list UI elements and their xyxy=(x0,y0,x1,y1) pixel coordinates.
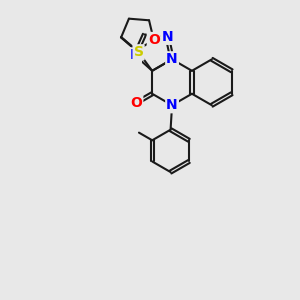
Text: N: N xyxy=(129,48,141,62)
Text: S: S xyxy=(134,45,144,59)
Text: N: N xyxy=(166,98,178,112)
Text: N: N xyxy=(166,52,178,66)
Text: O: O xyxy=(148,33,160,47)
Text: N: N xyxy=(161,30,173,44)
Text: O: O xyxy=(130,96,142,110)
